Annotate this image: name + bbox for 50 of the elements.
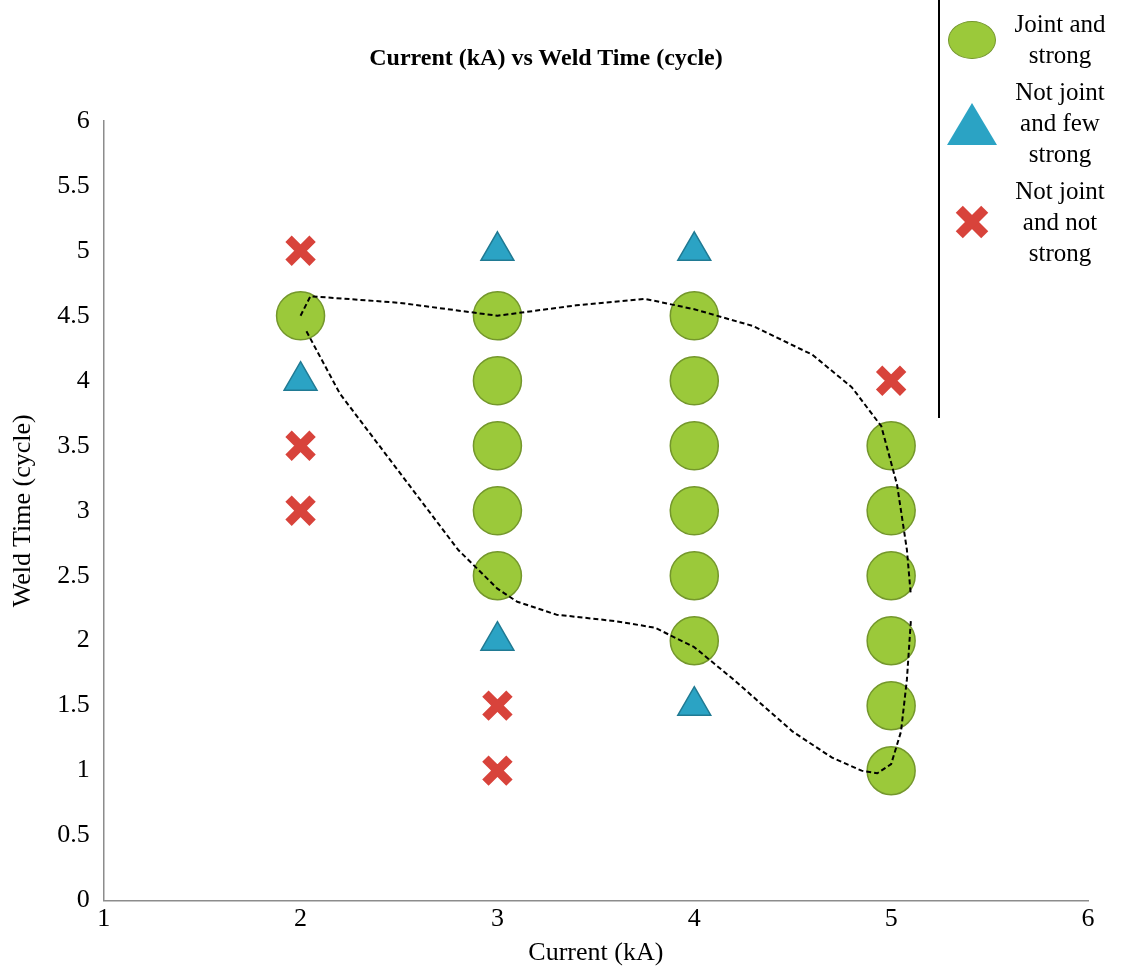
point xyxy=(472,355,523,406)
y-tick-label: 2 xyxy=(76,624,90,654)
point xyxy=(284,429,318,463)
point xyxy=(472,485,523,536)
y-tick-label: 3 xyxy=(76,494,90,524)
legend-label: Joint and strong xyxy=(1013,9,1107,70)
y-tick-label: 2.5 xyxy=(57,559,90,589)
point xyxy=(669,615,720,666)
point xyxy=(866,680,916,731)
line-series xyxy=(305,330,912,775)
point xyxy=(866,745,916,796)
point xyxy=(866,420,916,471)
x-axis-title: Current (kA) xyxy=(528,937,664,967)
x-tick-label: 3 xyxy=(490,903,504,933)
y-tick-label: 1 xyxy=(76,754,90,784)
point xyxy=(874,364,908,398)
point xyxy=(669,550,720,601)
x-tick-label: 2 xyxy=(294,903,308,933)
y-tick-label: 5.5 xyxy=(57,169,90,199)
y-tick-label: 3.5 xyxy=(57,429,90,459)
point xyxy=(480,689,514,723)
x-tick-label: 6 xyxy=(1081,903,1095,933)
point xyxy=(472,420,523,471)
legend-label: Not joint and not strong xyxy=(1014,176,1106,268)
point xyxy=(669,485,720,536)
y-tick-label: 1.5 xyxy=(57,689,90,719)
point xyxy=(866,615,916,666)
point xyxy=(669,355,720,406)
chart-title: Current (kA) vs Weld Time (cycle) xyxy=(369,43,723,70)
point xyxy=(866,485,916,536)
y-tick-label: 4.5 xyxy=(57,299,90,329)
x-tick-label: 4 xyxy=(687,903,701,933)
y-tick-label: 0 xyxy=(76,884,90,914)
y-tick-label: 5 xyxy=(76,234,90,264)
point xyxy=(275,291,326,341)
x-tick-label: 1 xyxy=(97,903,111,933)
y-tick-label: 0.5 xyxy=(57,819,90,849)
x-tick-label: 5 xyxy=(884,903,898,933)
point xyxy=(472,550,523,601)
legend-label: Not joint and few strong xyxy=(1014,77,1106,169)
point xyxy=(284,234,318,268)
y-tick-label: 4 xyxy=(76,364,90,394)
point xyxy=(284,494,318,528)
point xyxy=(480,754,514,788)
y-axis-title: Weld Time (cycle) xyxy=(7,414,37,608)
point xyxy=(866,550,916,601)
point xyxy=(669,420,720,471)
point xyxy=(669,291,720,341)
y-tick-label: 6 xyxy=(76,104,90,134)
point xyxy=(472,291,523,341)
